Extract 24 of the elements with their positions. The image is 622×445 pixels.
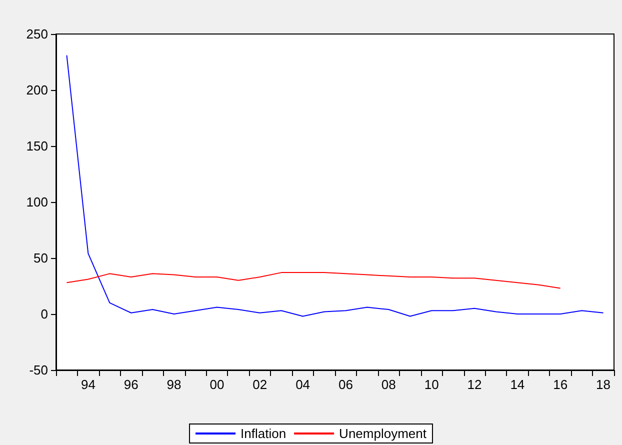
x-tick-label: 08 [381, 377, 396, 392]
legend-label: Unemployment [339, 426, 427, 441]
x-tick-label: 14 [510, 377, 525, 392]
x-tick-label: 10 [424, 377, 439, 392]
y-tick-label: 200 [26, 82, 48, 98]
y-tick-label: 0 [40, 306, 48, 322]
x-tick-label: 00 [210, 377, 224, 392]
x-tick-label: 02 [252, 377, 268, 392]
line-series [66, 54, 604, 317]
legend-label: Inflation [240, 426, 286, 441]
x-tick-label: 96 [124, 377, 138, 392]
x-tick-label: 12 [467, 377, 482, 392]
x-tick-label: 04 [296, 377, 310, 392]
y-tick-label: 150 [26, 138, 48, 154]
x-tick-label: 18 [596, 377, 611, 392]
y-tick-label: 250 [26, 26, 48, 42]
x-tick-label: 94 [80, 377, 96, 392]
y-tick-label: -50 [29, 362, 48, 378]
y-tick-label: 100 [26, 194, 48, 210]
y-tick-label: 50 [34, 250, 48, 266]
x-tick-label: 16 [553, 377, 568, 392]
x-tick-label: 98 [166, 377, 182, 392]
x-tick-label: 06 [338, 377, 353, 392]
line-series [66, 272, 561, 289]
